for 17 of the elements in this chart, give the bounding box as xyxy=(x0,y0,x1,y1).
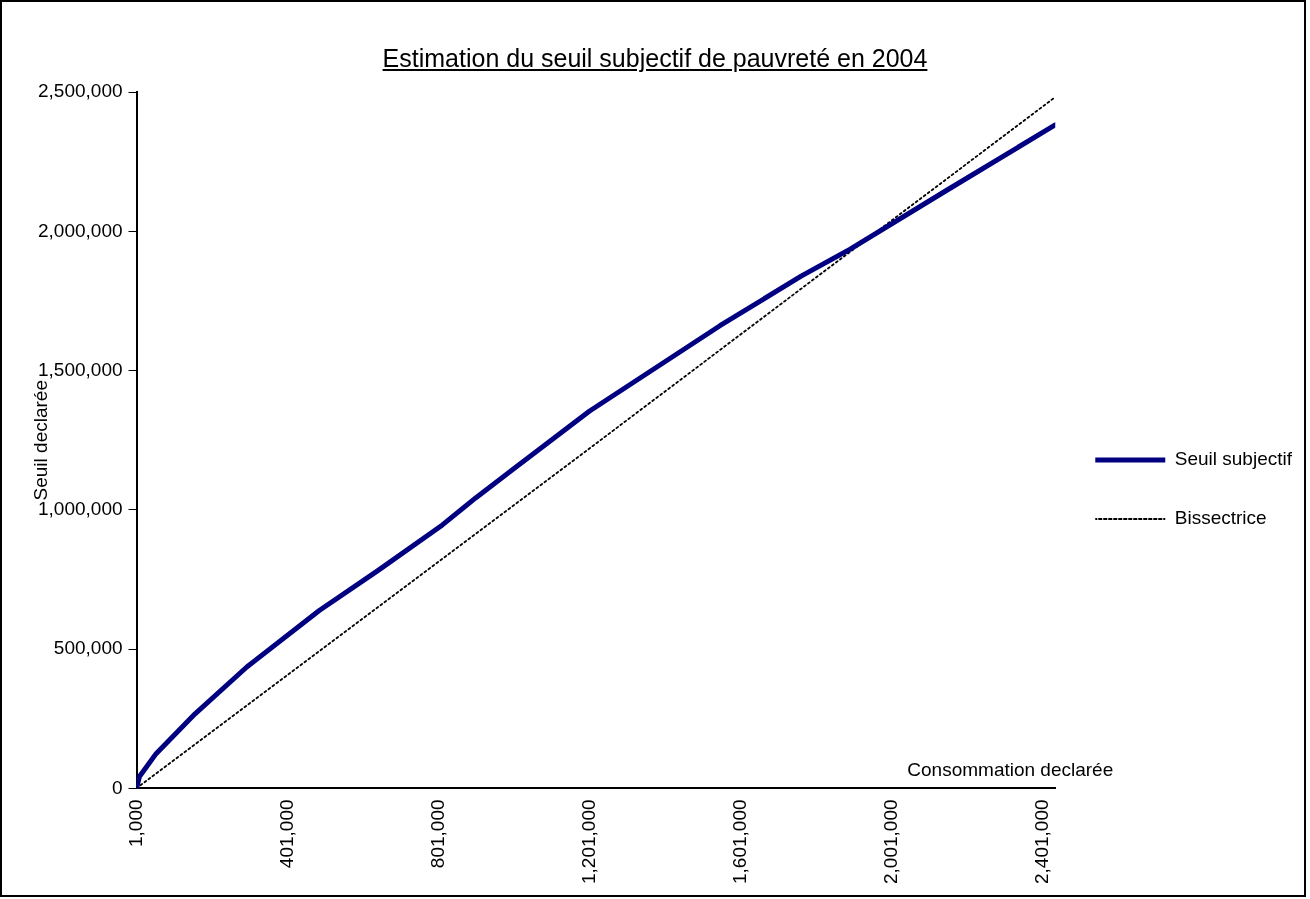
x-tick-label: 2,401,000 xyxy=(1031,799,1053,885)
x-tick-label: 1,000 xyxy=(124,799,146,848)
x-axis-title: Consommation declarée xyxy=(907,759,1114,781)
y-tick-label: 2,000,000 xyxy=(37,219,123,241)
y-axis-title: Seuil declarée xyxy=(30,380,52,501)
x-tick-label: 2,001,000 xyxy=(880,799,901,885)
y-tick-label: 500,000 xyxy=(53,637,123,659)
x-tick-label: 1,601,000 xyxy=(728,799,750,885)
y-tick-label: 2,500,000 xyxy=(37,80,123,102)
legend-label: Bissectrice xyxy=(1174,507,1267,529)
x-tick-label: 1,201,000 xyxy=(577,799,599,885)
x-tick-label: 801,000 xyxy=(426,799,448,869)
chart-title: Estimation du seuil subjectif de pauvreté en 2004 xyxy=(381,44,929,73)
legend-label: Seuil subjectif xyxy=(1174,448,1293,470)
y-tick-label: 0 xyxy=(111,776,123,798)
y-tick-label: 1,500,000 xyxy=(37,358,123,380)
x-tick-label: 401,000 xyxy=(275,799,297,869)
